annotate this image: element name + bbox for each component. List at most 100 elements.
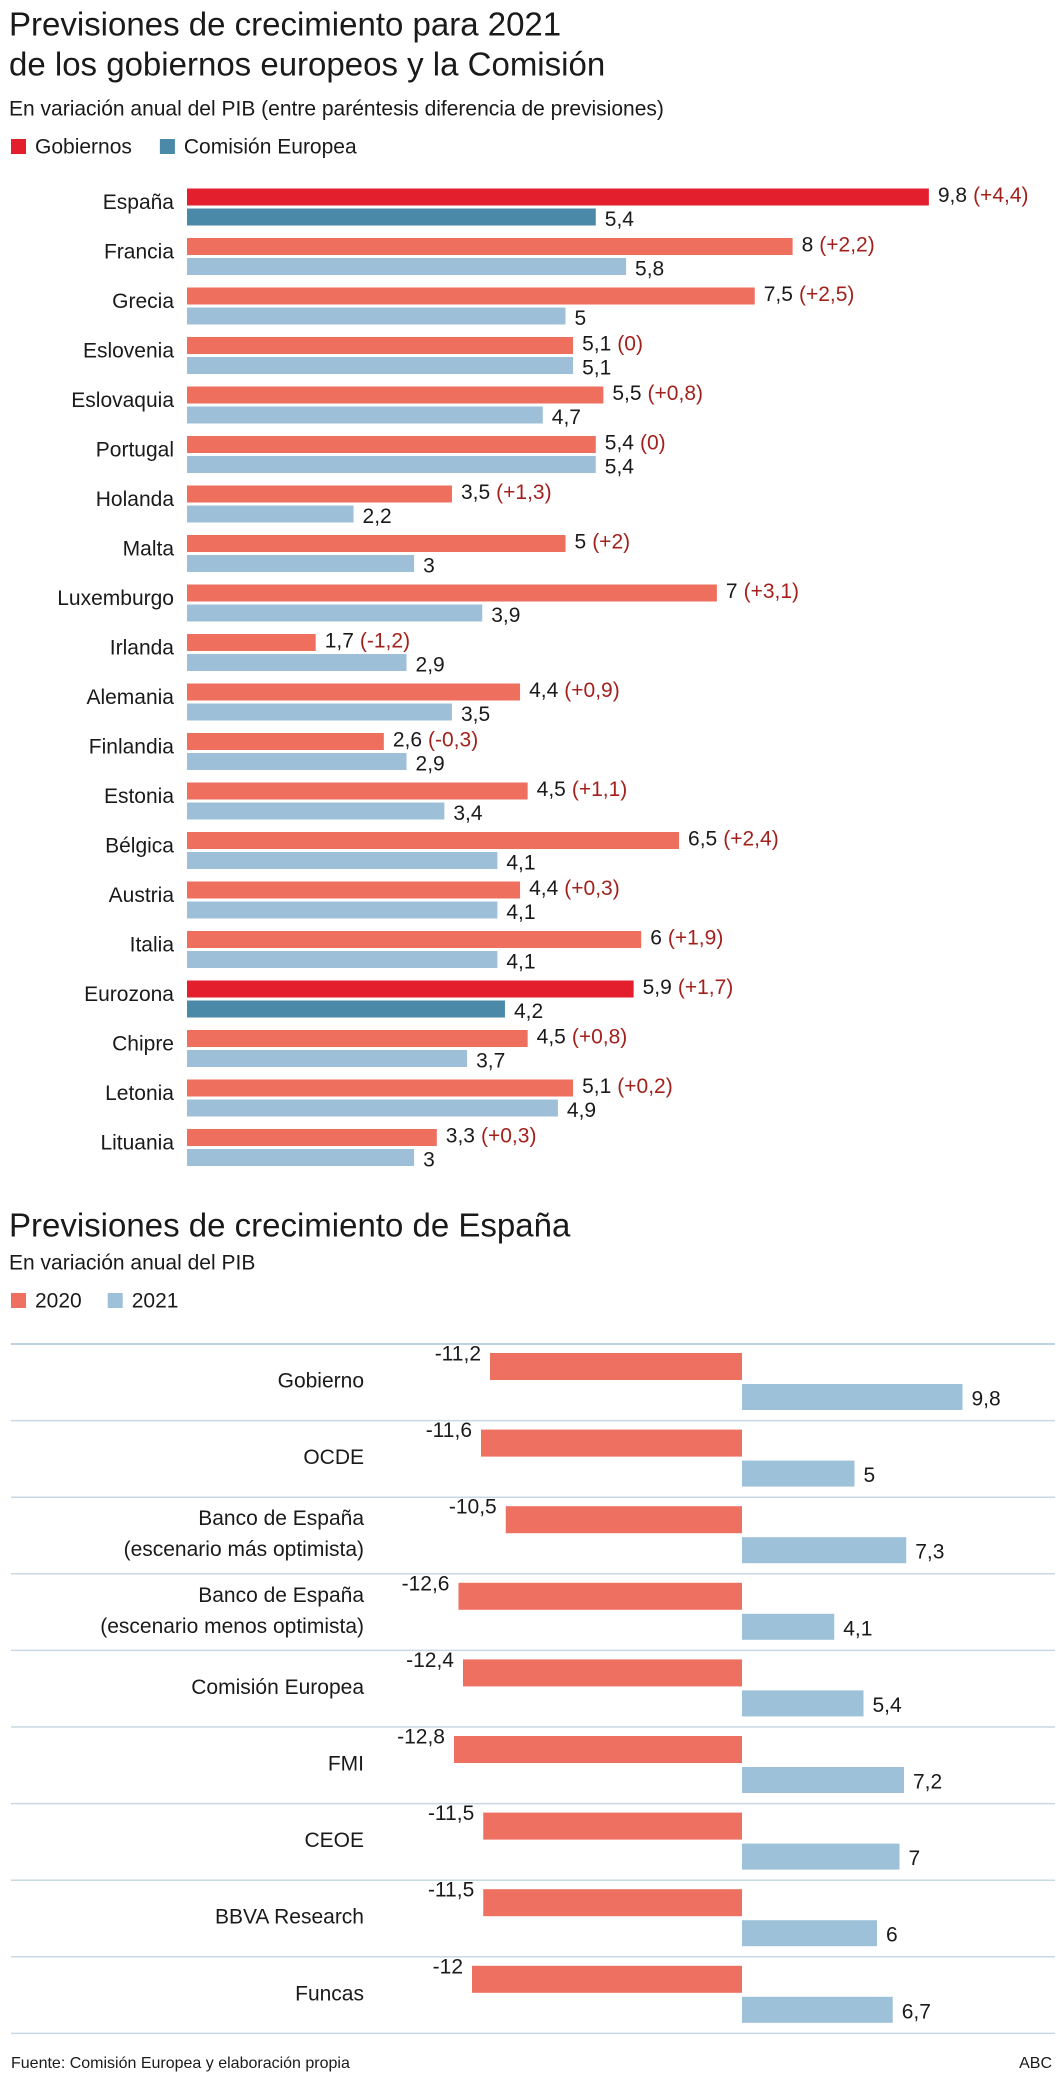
value-label: -12,8 — [397, 1726, 445, 1749]
bar — [187, 683, 521, 701]
value-label: 4,5 — [537, 1026, 566, 1049]
value-label: 3,5 — [461, 481, 490, 504]
value-label: 5,1 — [582, 1075, 611, 1098]
bar — [454, 1736, 742, 1763]
bar — [481, 1429, 742, 1457]
category-label: Comisión Europea — [191, 1676, 364, 1699]
value-label: 5,4 — [605, 208, 635, 231]
bar — [742, 1460, 855, 1487]
value-label: 5,1 — [582, 333, 611, 356]
bar — [742, 1767, 904, 1793]
value-label: 5,9 — [643, 976, 672, 999]
category-label: Italia — [130, 934, 175, 957]
value-label: -12 — [433, 1955, 463, 1978]
value-label: 9,8 — [972, 1388, 1001, 1411]
category-label: (escenario más optimista) — [124, 1538, 364, 1561]
category-label: Alemania — [86, 686, 174, 709]
bar — [187, 1000, 505, 1018]
difference-label: (+2) — [592, 531, 630, 554]
difference-label: (+1,9) — [668, 927, 723, 950]
bar — [187, 1079, 574, 1097]
chart-title: de los gobiernos europeos y la Comisión — [9, 46, 605, 83]
bar — [187, 485, 452, 503]
value-label: -12,6 — [402, 1572, 450, 1595]
bar — [187, 1129, 437, 1146]
bar — [742, 1996, 893, 2023]
bar — [187, 901, 498, 919]
source: Fuente: Comisión Europea y elaboración p… — [11, 2055, 350, 2072]
difference-label: (+2,2) — [819, 234, 874, 257]
difference-label: (+1,7) — [678, 976, 733, 999]
value-label: 5,4 — [873, 1694, 903, 1717]
category-label: Lituania — [100, 1132, 174, 1155]
difference-label: (+0,3) — [481, 1125, 536, 1148]
value-label: 5 — [575, 531, 587, 554]
value-label: -11,6 — [426, 1419, 472, 1442]
value-label: -10,5 — [449, 1496, 497, 1519]
category-label: Irlanda — [110, 637, 175, 660]
bar — [187, 357, 574, 374]
bar — [187, 238, 793, 255]
value-label: 4,2 — [514, 1000, 543, 1023]
category-label: Grecia — [112, 290, 174, 313]
value-label: 7 — [726, 580, 738, 603]
category-label: Francia — [104, 241, 174, 264]
bar — [187, 307, 566, 325]
value-label: 5 — [575, 307, 587, 330]
bar — [187, 1030, 528, 1047]
value-label: 4,5 — [537, 778, 566, 801]
bar — [187, 703, 452, 721]
difference-label: (-1,2) — [360, 630, 410, 653]
value-label: 3,7 — [476, 1050, 505, 1073]
difference-label: (+0,3) — [564, 877, 619, 900]
chart-subtitle: En variación anual del PIB (entre parént… — [9, 98, 664, 121]
value-label: 1,7 — [325, 630, 354, 653]
value-label: 4,4 — [529, 679, 559, 702]
bar — [187, 584, 717, 602]
value-label: 5,4 — [605, 456, 635, 479]
value-label: 7,2 — [913, 1771, 942, 1794]
value-label: 7,3 — [915, 1541, 944, 1564]
category-label: Austria — [109, 884, 175, 907]
value-label: 5,8 — [635, 258, 664, 281]
value-label: 4,4 — [529, 877, 559, 900]
category-label: Eslovenia — [83, 340, 174, 363]
bar — [187, 980, 634, 998]
bar — [187, 782, 528, 800]
value-label: -11,2 — [435, 1343, 481, 1366]
value-label: 7 — [909, 1847, 921, 1870]
bar — [187, 604, 483, 622]
category-label: OCDE — [303, 1446, 364, 1469]
bar — [483, 1889, 742, 1917]
credit: ABC — [1019, 2055, 1052, 2072]
bar — [458, 1582, 742, 1610]
chart-title: Previsiones de crecimiento de España — [9, 1207, 571, 1244]
bar — [490, 1353, 742, 1380]
bar — [505, 1506, 742, 1534]
category-label: Banco de España — [198, 1507, 364, 1530]
legend-swatch — [107, 1293, 123, 1308]
bar — [187, 555, 415, 572]
value-label: 6,7 — [902, 2000, 931, 2023]
category-label: España — [103, 191, 175, 214]
legend-swatch — [11, 1293, 26, 1308]
value-label: 3 — [423, 555, 435, 578]
difference-label: (+0,9) — [564, 679, 619, 702]
value-label: 4,1 — [506, 852, 535, 875]
bar — [187, 1149, 415, 1166]
bar — [187, 208, 596, 226]
category-label: CEOE — [304, 1829, 364, 1852]
bar — [742, 1384, 963, 1410]
bar — [187, 733, 384, 750]
bar — [187, 337, 574, 354]
bar — [187, 654, 407, 671]
bar — [187, 832, 680, 849]
bar — [187, 386, 604, 404]
value-label: 2,9 — [416, 753, 445, 776]
value-label: 3 — [423, 1149, 435, 1172]
difference-label: (+0,8) — [648, 382, 703, 405]
bar — [472, 1965, 742, 1993]
legend-swatch — [11, 139, 26, 154]
value-label: 3,3 — [446, 1125, 475, 1148]
